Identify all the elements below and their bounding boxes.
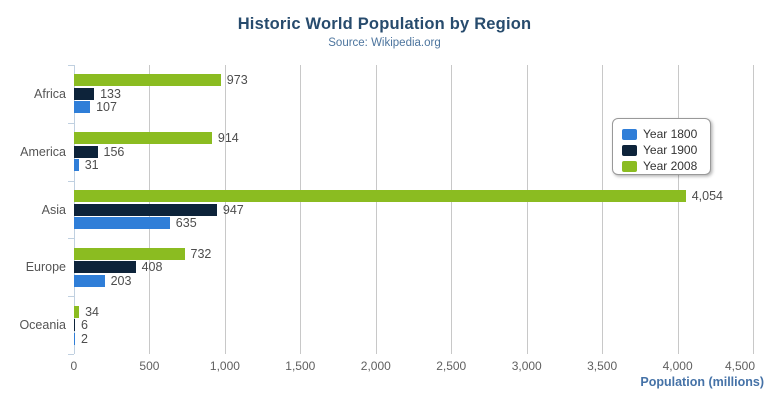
export-menu-button[interactable] — [724, 17, 754, 41]
x-tick-label: 1,000 — [209, 359, 240, 373]
x-axis-title: Population (millions) — [640, 375, 764, 389]
bar-africa-year-1800[interactable]: 107 — [74, 100, 117, 114]
x-tick-label: 500 — [139, 359, 160, 373]
legend-item-label: Year 1900 — [643, 143, 698, 157]
bar-value-label: 107 — [96, 100, 117, 115]
bar-value-label: 408 — [141, 260, 163, 275]
bar-america-year-2008[interactable]: 914 — [74, 131, 239, 145]
bar-value-label: 156 — [103, 144, 125, 159]
bar-value-label: 4,054 — [691, 189, 723, 203]
legend-item-year-1900[interactable]: Year 1900 — [622, 142, 710, 158]
legend-item-label: Year 1800 — [643, 127, 698, 141]
bar-value-label: 732 — [190, 246, 212, 261]
x-tick-label: 4,000 — [662, 359, 693, 373]
category-axis-tick — [68, 354, 74, 355]
bar-asia-year-2008[interactable]: 4,054 — [74, 189, 723, 203]
chart-subtitle: Source: Wikipedia.org — [328, 37, 441, 49]
category-axis-tick — [68, 65, 74, 66]
bar-oceania-year-2008[interactable]: 34 — [74, 305, 99, 319]
x-gridline — [451, 65, 453, 354]
plot-area: 973 133 107 914 156 31 4,054 947 635 732 408 203 34 6… — [68, 65, 754, 355]
category-axis-tick — [68, 238, 74, 240]
x-gridline — [753, 65, 754, 354]
y-category-label-africa: Africa — [34, 86, 66, 101]
bar-value-label: 947 — [222, 202, 244, 217]
legend-swatch-icon — [622, 128, 637, 140]
x-tick-label: 3,000 — [511, 359, 542, 373]
bar-europe-year-1900[interactable]: 408 — [74, 260, 162, 274]
bar-value-label: 31 — [84, 158, 99, 173]
x-tick-label: 0 — [70, 359, 78, 373]
bar-africa-year-1900[interactable]: 133 — [74, 87, 121, 101]
bar-america-year-1900[interactable]: 156 — [74, 145, 124, 159]
x-tick-label: 2,000 — [360, 359, 391, 373]
legend-swatch-icon — [622, 160, 637, 172]
x-gridline — [375, 65, 377, 354]
category-axis-tick — [68, 122, 74, 124]
x-tick-label: 4,500 — [725, 359, 756, 373]
x-tick-label: 1,500 — [285, 359, 316, 373]
bar-oceania-year-1800[interactable]: 2 — [74, 332, 88, 346]
legend-item-label: Year 2008 — [643, 159, 698, 173]
bar-asia-year-1800[interactable]: 635 — [74, 216, 197, 230]
bar-value-label: 6 — [81, 318, 88, 333]
y-category-label-oceania: Oceania — [19, 318, 66, 333]
category-axis-tick — [68, 180, 74, 182]
y-category-label-europe: Europe — [25, 260, 66, 275]
x-gridline — [224, 65, 226, 354]
x-gridline — [677, 65, 679, 354]
bar-value-label: 34 — [85, 304, 99, 319]
legend-item-year-2008[interactable]: Year 2008 — [622, 158, 710, 174]
bar-value-label: 635 — [175, 216, 197, 230]
bar-value-label: 973 — [226, 73, 248, 88]
bar-europe-year-1800[interactable]: 203 — [74, 274, 131, 288]
x-tick-label: 2,500 — [436, 359, 467, 373]
bar-oceania-year-1900[interactable]: 6 — [74, 318, 88, 332]
chart-title: Historic World Population by Region — [237, 15, 532, 33]
bar-value-label: 203 — [110, 273, 132, 288]
category-axis-tick — [68, 296, 74, 298]
x-gridline — [526, 65, 528, 354]
bar-asia-year-1900[interactable]: 947 — [74, 203, 244, 217]
bar-value-label: 2 — [81, 331, 88, 346]
bar-america-year-1800[interactable]: 31 — [74, 158, 99, 172]
x-gridline — [300, 65, 302, 354]
bar-africa-year-2008[interactable]: 973 — [74, 73, 248, 87]
y-category-label-america: America — [20, 144, 66, 159]
y-category-label-asia: Asia — [41, 202, 66, 217]
legend-swatch-icon — [622, 144, 637, 156]
legend-item-year-1800[interactable]: Year 1800 — [622, 126, 710, 142]
x-gridline — [602, 65, 604, 354]
x-tick-label: 3,500 — [587, 359, 618, 373]
bar-europe-year-2008[interactable]: 732 — [74, 247, 211, 261]
legend: Year 1800 Year 1900 Year 2008 — [612, 118, 711, 175]
bar-value-label: 133 — [100, 86, 121, 101]
bar-value-label: 914 — [217, 131, 239, 146]
